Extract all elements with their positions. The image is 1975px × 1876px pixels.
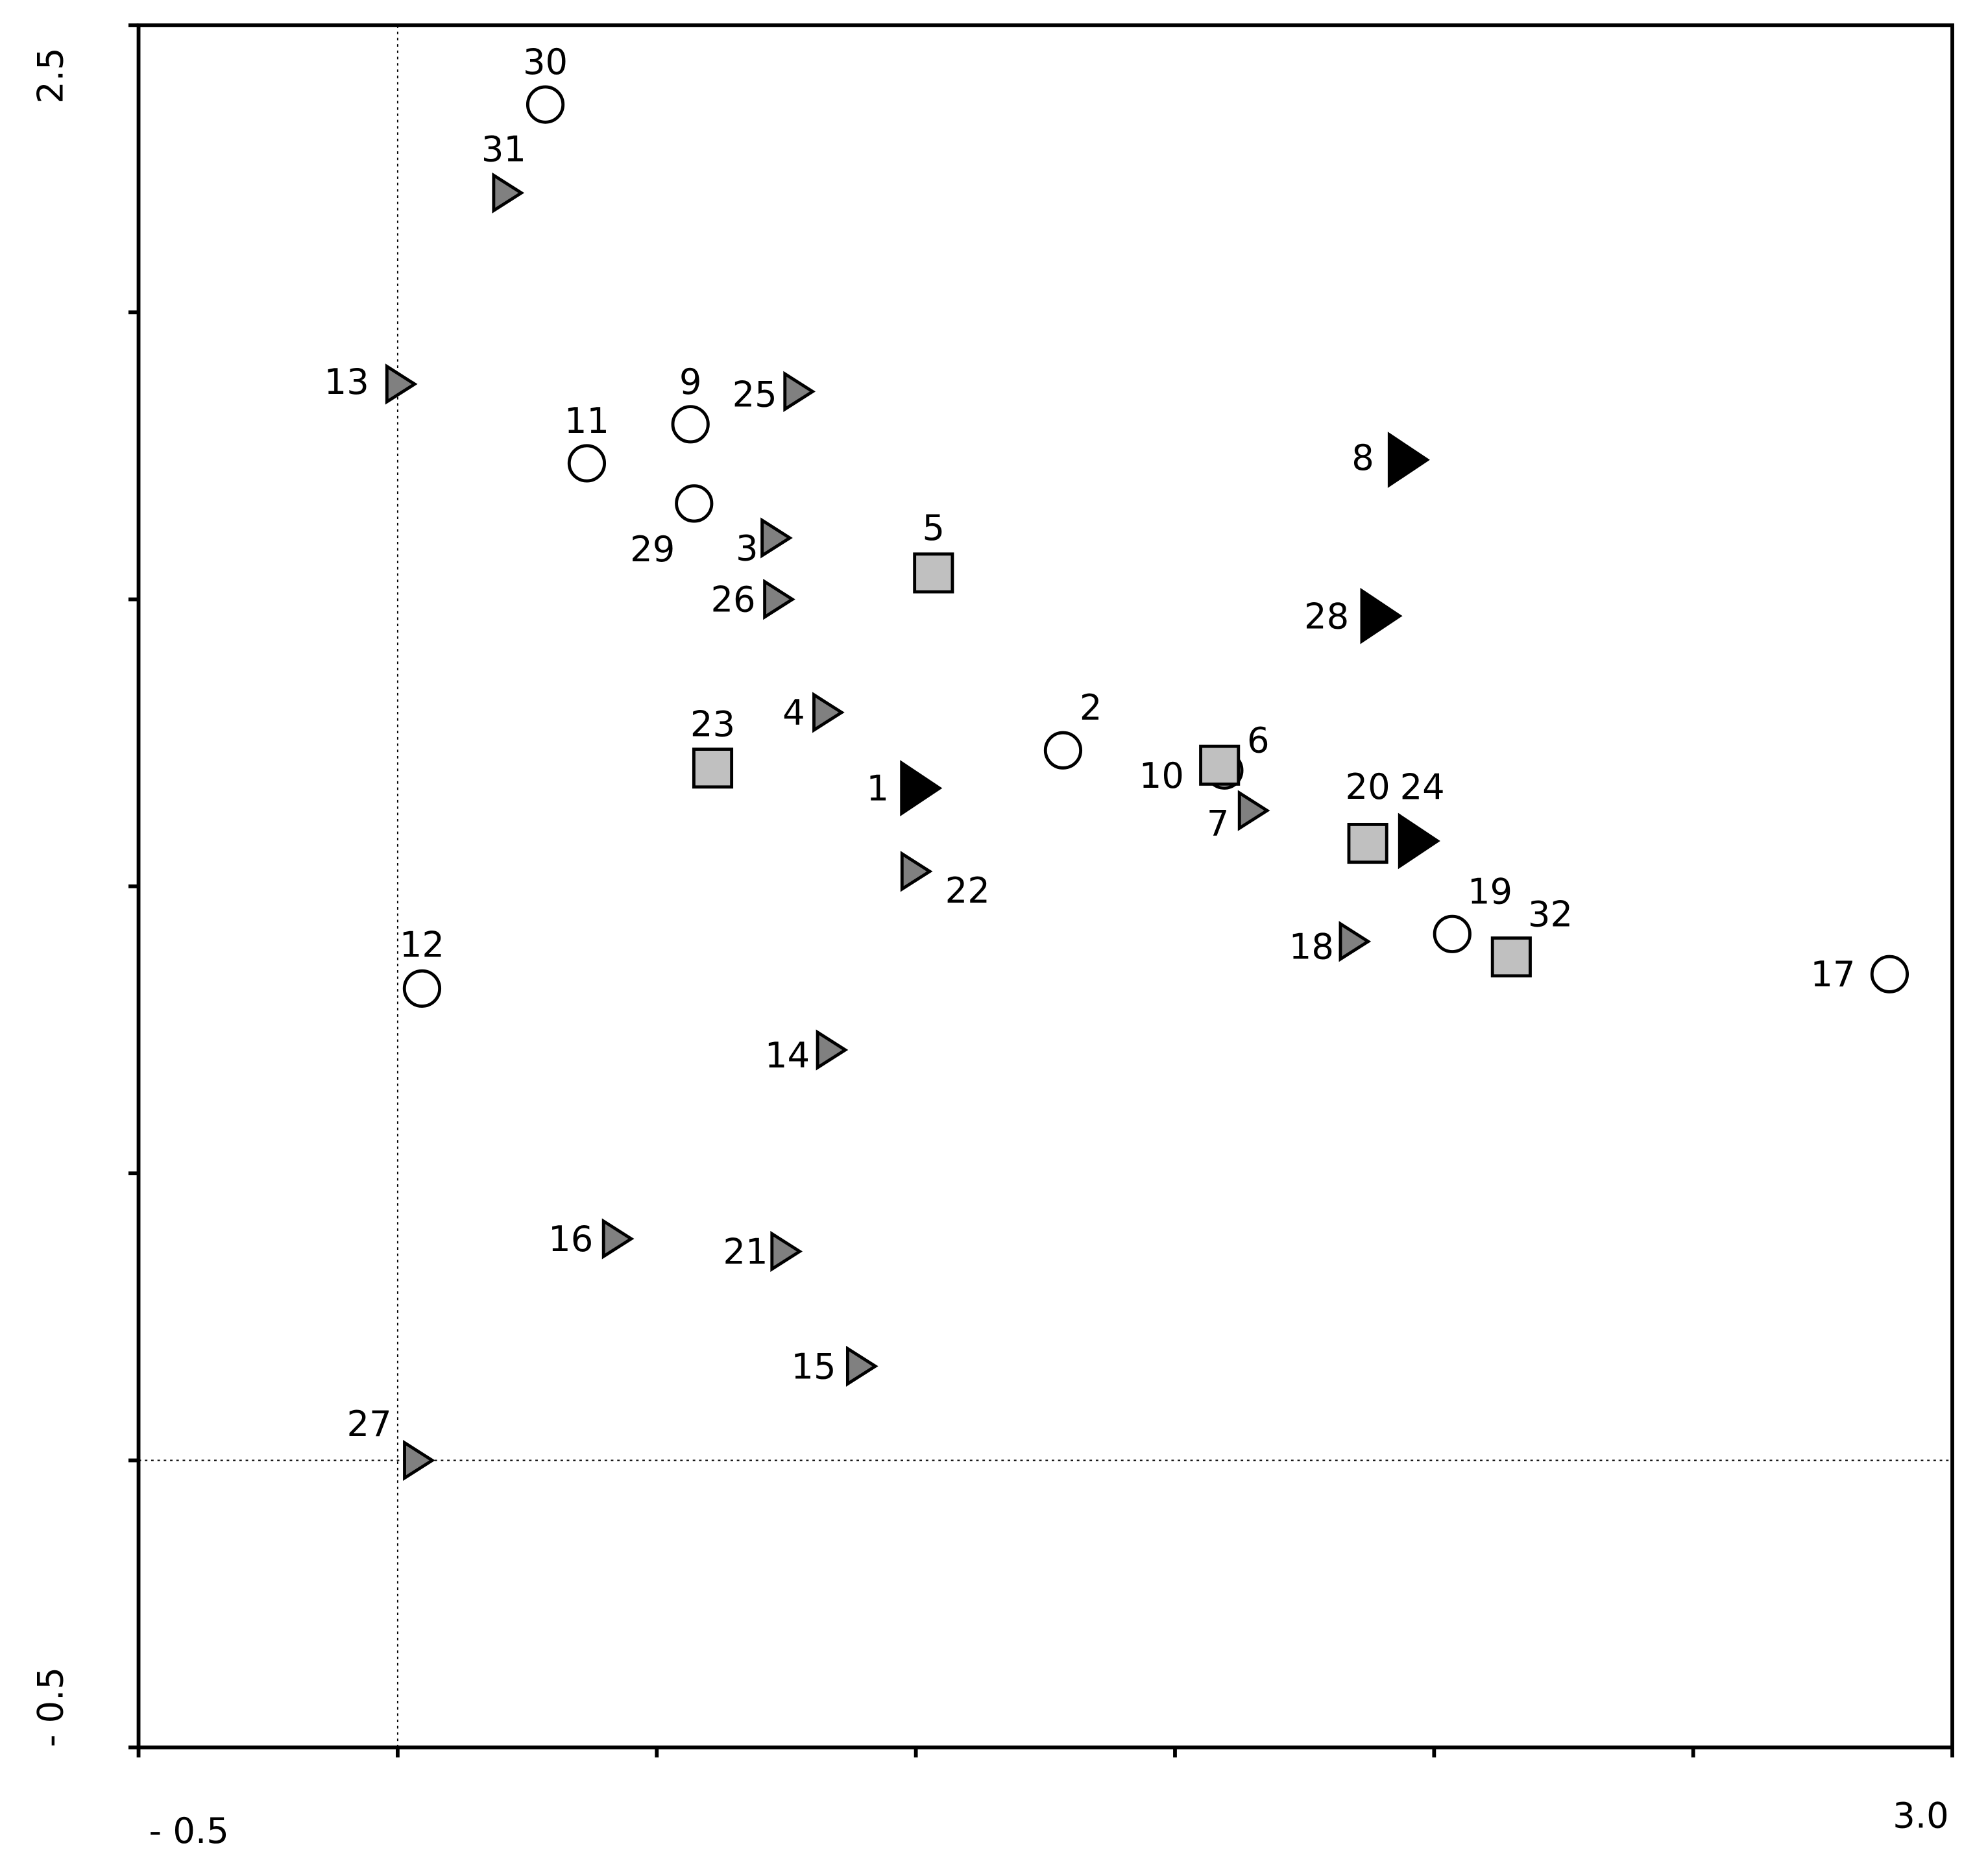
point-label: 24 — [1400, 767, 1445, 808]
point — [816, 1029, 849, 1071]
plot-frame — [136, 23, 1954, 1749]
point — [675, 484, 714, 523]
point-label: 12 — [400, 924, 444, 965]
point-label: 27 — [347, 1404, 392, 1444]
point — [403, 1439, 435, 1481]
point-label: 30 — [523, 42, 568, 82]
point-label: 31 — [481, 128, 526, 169]
point-label: 8 — [1351, 437, 1374, 478]
point — [567, 444, 607, 483]
point — [492, 172, 525, 213]
point — [1490, 936, 1532, 978]
point — [783, 371, 816, 412]
point-label: 32 — [1528, 894, 1573, 935]
y-tick-label: - 0.5 — [30, 1667, 71, 1747]
point — [1398, 812, 1440, 870]
point-label: 5 — [922, 507, 945, 548]
x-tick-label: - 0.5 — [149, 1810, 229, 1851]
point — [1387, 432, 1430, 489]
point-label: 7 — [1207, 803, 1230, 844]
point — [671, 405, 710, 444]
point-label: 4 — [782, 692, 805, 733]
point — [763, 579, 795, 620]
point — [385, 363, 418, 405]
point-label: 13 — [324, 361, 369, 402]
point — [1339, 921, 1372, 962]
point — [692, 748, 734, 789]
point-label: 2 — [1080, 687, 1102, 728]
point — [1237, 790, 1270, 831]
x-tick-label: 3.0 — [1893, 1796, 1948, 1836]
point — [760, 517, 793, 559]
point-label: 1 — [867, 768, 890, 809]
point — [913, 552, 954, 594]
point-label: 26 — [710, 579, 755, 620]
point — [900, 760, 943, 817]
point — [1433, 914, 1472, 953]
point — [526, 85, 565, 124]
point — [812, 692, 845, 733]
point — [601, 1218, 635, 1260]
point — [1043, 731, 1083, 770]
point-label: 23 — [690, 704, 735, 745]
point-label: 3 — [736, 528, 758, 568]
point-label: 21 — [723, 1232, 768, 1273]
point-label: 9 — [679, 361, 702, 402]
point-label: 15 — [791, 1346, 836, 1387]
point — [402, 969, 442, 1008]
point — [1360, 587, 1403, 644]
point-label: 20 — [1346, 766, 1390, 807]
point-label: 28 — [1304, 596, 1349, 637]
point-label: 10 — [1139, 755, 1184, 796]
point-label: 19 — [1468, 871, 1512, 912]
point-label: 17 — [1810, 954, 1855, 995]
point-label: 16 — [548, 1219, 593, 1260]
point-label: 22 — [945, 870, 990, 911]
point — [1870, 955, 1909, 993]
y-tick-label: 2.5 — [30, 47, 71, 103]
point — [900, 851, 933, 892]
point-label: 14 — [765, 1035, 810, 1076]
point — [845, 1345, 878, 1387]
point-label: 11 — [564, 400, 609, 441]
point — [1347, 823, 1388, 864]
point-label: 25 — [733, 374, 777, 415]
point — [1199, 744, 1241, 786]
point-label: 29 — [630, 529, 675, 570]
point — [770, 1230, 803, 1273]
point-label: 6 — [1247, 720, 1270, 761]
point-label: 18 — [1289, 927, 1334, 968]
